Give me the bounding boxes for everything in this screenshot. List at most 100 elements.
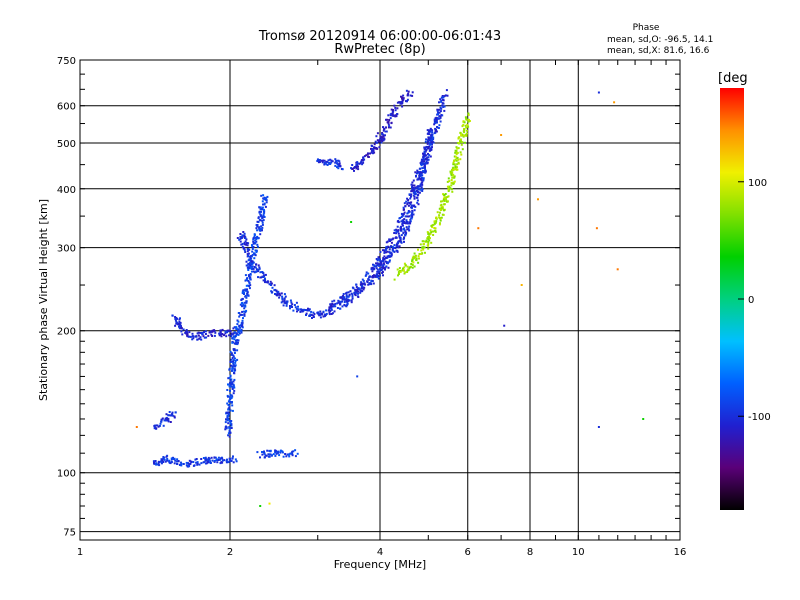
trace-point — [245, 284, 248, 287]
trace-point — [438, 214, 441, 217]
trace-point — [162, 424, 165, 427]
trace-point — [426, 237, 429, 240]
trace-point — [371, 276, 374, 279]
trace-point — [453, 176, 456, 179]
trace-point — [188, 459, 191, 462]
trace-point — [466, 123, 469, 126]
trace-point — [418, 191, 421, 194]
trace-point — [308, 309, 310, 312]
trace-point — [237, 328, 240, 331]
trace-point — [230, 424, 233, 427]
trace-point — [421, 240, 424, 243]
scatter-point — [350, 221, 353, 223]
trace-point — [312, 314, 315, 317]
trace-point — [189, 335, 192, 338]
trace-point — [416, 199, 419, 202]
trace-point — [247, 242, 250, 245]
trace-point — [281, 295, 284, 298]
trace-point — [382, 129, 385, 132]
trace-point — [329, 310, 332, 312]
trace-point — [467, 112, 470, 115]
trace-point — [171, 411, 174, 414]
trace-point — [286, 300, 289, 303]
trace-point — [376, 263, 379, 266]
trace-point — [465, 117, 468, 120]
trace-point — [245, 279, 248, 282]
trace-point — [454, 168, 457, 170]
trace-point — [337, 165, 340, 168]
trace-point — [259, 276, 262, 279]
trace-point — [414, 254, 417, 257]
trace-point — [380, 263, 383, 266]
trace-point — [414, 205, 417, 208]
trace-point — [427, 145, 430, 148]
trace-point — [420, 161, 423, 164]
trace-point — [331, 160, 334, 163]
trace-point — [277, 451, 279, 454]
trace-point — [195, 335, 198, 338]
trace-point — [241, 290, 244, 293]
trace-point — [403, 220, 406, 223]
trace-point — [429, 143, 432, 146]
trace-point — [243, 314, 246, 317]
trace-point — [440, 200, 442, 203]
trace-point — [188, 463, 191, 466]
trace-point — [248, 267, 251, 270]
trace-point — [317, 158, 319, 161]
trace-point — [445, 89, 448, 92]
trace-point — [275, 294, 278, 297]
trace-point — [425, 148, 428, 151]
trace-point — [438, 111, 441, 114]
trace-point — [284, 295, 287, 298]
trace-point — [425, 160, 428, 163]
trace-point — [383, 128, 386, 130]
trace-point — [457, 136, 460, 139]
trace-point — [334, 302, 337, 305]
trace-point — [400, 240, 403, 243]
trace-point — [466, 129, 468, 132]
trace-point — [370, 149, 373, 152]
scatter-point — [520, 284, 523, 286]
trace-point — [467, 120, 470, 123]
trace-point — [435, 220, 438, 223]
trace-point — [452, 181, 455, 184]
trace-point — [410, 263, 413, 265]
trace-point — [382, 260, 385, 263]
trace-point — [387, 245, 390, 248]
trace-point — [386, 240, 389, 243]
trace-point — [208, 331, 211, 334]
trace-point — [419, 243, 422, 246]
trace-point — [357, 292, 359, 295]
trace-point — [345, 291, 348, 294]
trace-point — [260, 225, 263, 228]
trace-point — [375, 262, 377, 265]
trace-point — [232, 461, 235, 464]
trace-point — [453, 175, 456, 178]
trace-point — [228, 435, 231, 438]
trace-point — [340, 296, 343, 299]
trace-point — [198, 337, 201, 340]
trace-point — [417, 193, 420, 196]
trace-point — [258, 266, 261, 269]
trace-point — [247, 279, 250, 282]
trace-point — [447, 190, 450, 192]
trace-point — [412, 213, 415, 216]
trace-point — [393, 104, 396, 107]
trace-point — [440, 100, 443, 103]
trace-point — [440, 203, 443, 206]
trace-point — [434, 127, 437, 130]
trace-point — [423, 170, 426, 173]
trace-point — [236, 339, 239, 342]
trace-point — [395, 236, 398, 239]
trace-point — [263, 208, 265, 211]
trace-point — [241, 246, 244, 248]
trace-point — [244, 274, 247, 277]
trace-point — [246, 244, 249, 247]
trace-point — [413, 252, 416, 255]
trace-point — [346, 301, 349, 304]
trace-point — [430, 148, 433, 151]
trace-point — [406, 269, 409, 272]
trace-point — [328, 306, 331, 309]
trace-point — [410, 265, 412, 268]
trace-point — [162, 456, 165, 458]
